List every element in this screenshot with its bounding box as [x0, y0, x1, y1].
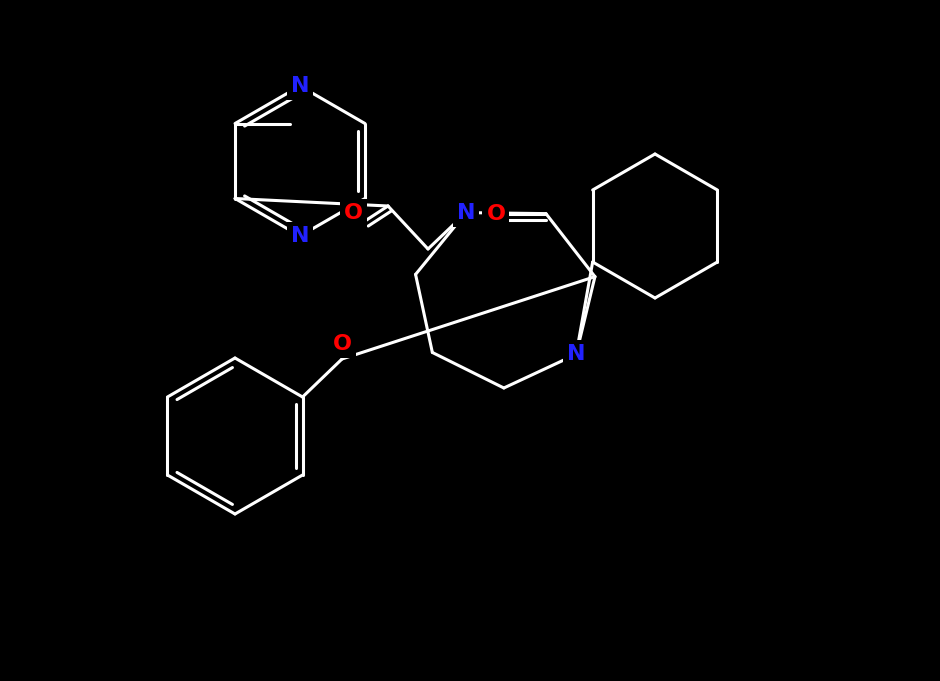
Text: N: N — [457, 203, 476, 223]
Text: N: N — [567, 345, 586, 364]
Text: N: N — [290, 76, 309, 96]
Text: O: O — [486, 204, 506, 223]
Text: N: N — [290, 226, 309, 246]
Text: O: O — [343, 203, 363, 223]
Text: O: O — [333, 334, 352, 354]
